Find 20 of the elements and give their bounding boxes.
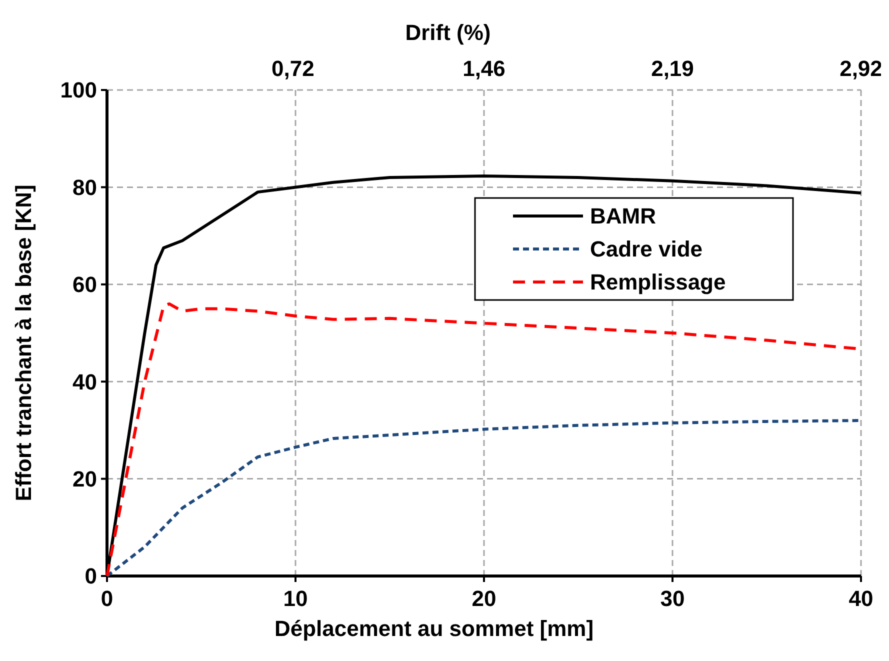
x2-tick-label: 2,19 <box>651 56 694 81</box>
x-axis-title: Déplacement au sommet [mm] <box>274 616 594 641</box>
legend-label: Cadre vide <box>590 236 702 262</box>
x-tick-label: 0 <box>100 586 114 611</box>
x-tick-label: 10 <box>283 586 308 611</box>
x2-tick-label: 0,72 <box>272 56 314 81</box>
x-tick-label: 40 <box>848 586 874 611</box>
legend-label: Remplissage <box>590 270 726 295</box>
y-tick-label: 40 <box>72 369 97 394</box>
legend-label: BAMR <box>590 204 656 229</box>
y-tick-label: 20 <box>72 466 97 492</box>
y-tick-label: 100 <box>60 78 97 103</box>
y-tick-label: 80 <box>72 174 97 200</box>
x-tick-label: 20 <box>472 586 496 611</box>
x-tick-label: 30 <box>660 586 685 611</box>
x2-tick-label: 1,46 <box>462 56 506 81</box>
y-tick-label: 60 <box>72 272 97 298</box>
y-tick-label: 0 <box>84 564 97 589</box>
y-axis-title: Effort tranchant à la base [KN] <box>11 184 36 502</box>
x2-axis-title: Drift (%) <box>405 20 491 45</box>
